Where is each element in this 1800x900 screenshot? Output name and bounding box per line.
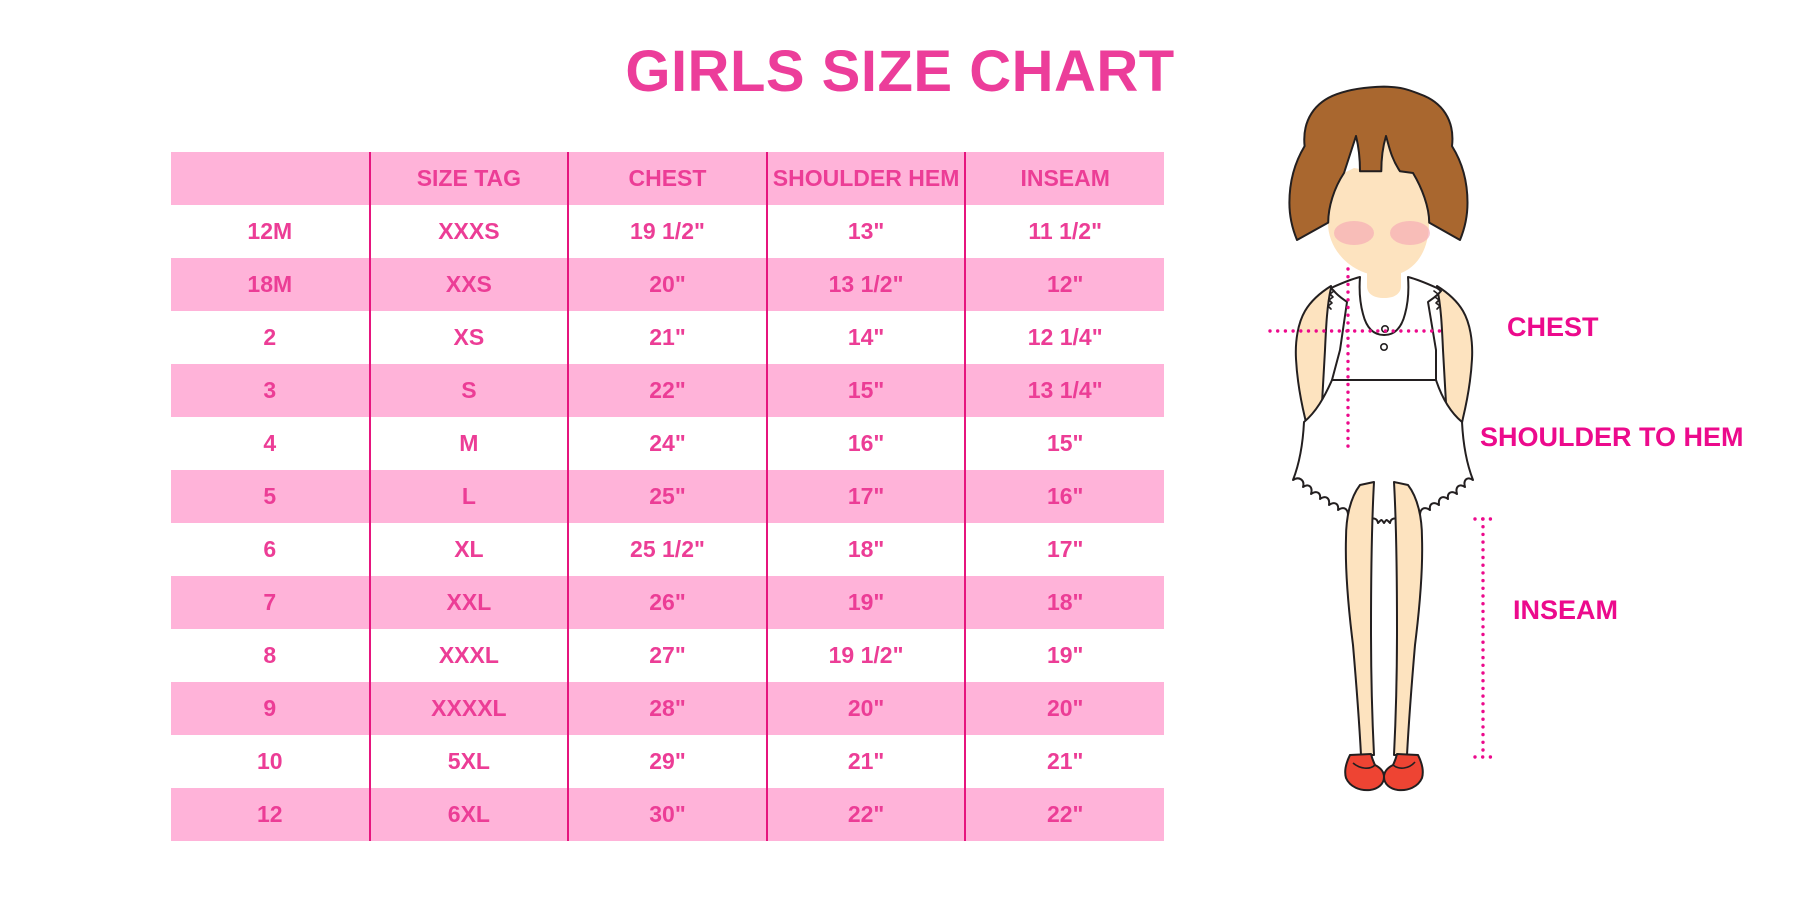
svg-text:CHEST: CHEST bbox=[1507, 312, 1599, 342]
svg-text:INSEAM: INSEAM bbox=[1513, 595, 1618, 625]
svg-text:SHOULDER TO HEM: SHOULDER TO HEM bbox=[1480, 422, 1744, 452]
